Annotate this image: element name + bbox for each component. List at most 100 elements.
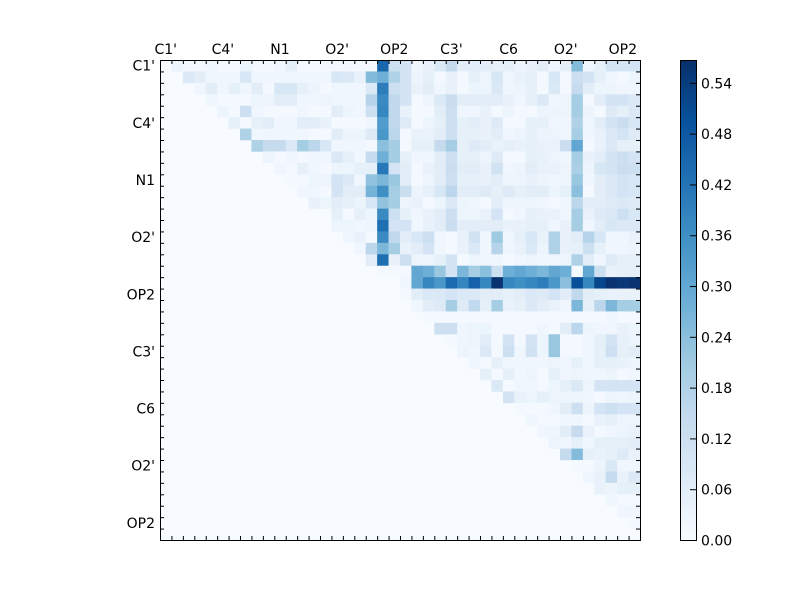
heatmap-cell [342, 197, 355, 209]
heatmap-cell [491, 311, 504, 324]
heatmap-cell [422, 265, 435, 278]
heatmap-cell [525, 105, 538, 118]
heatmap-cell [468, 345, 481, 358]
heatmap-cell [605, 231, 618, 244]
heatmap-cell [457, 345, 469, 358]
heatmap-cell [491, 94, 504, 107]
heatmap-cell [617, 162, 629, 175]
heatmap-cell [594, 414, 607, 427]
heatmap-cell [605, 265, 618, 278]
heatmap-cell [491, 208, 504, 221]
heatmap-cell [457, 94, 469, 107]
heatmap-cell [617, 197, 629, 209]
heatmap-cell [377, 254, 389, 267]
heatmap-cell [548, 288, 561, 301]
heatmap-cell [594, 482, 607, 495]
heatmap-cell [514, 208, 527, 221]
y-tick-label: C6 [136, 402, 155, 418]
heatmap-cell [525, 140, 538, 152]
heatmap-cell [571, 437, 584, 449]
heatmap-cell [502, 197, 515, 209]
heatmap-cell [571, 368, 584, 381]
heatmap-cell [422, 220, 435, 232]
heatmap-cell [548, 220, 561, 232]
heatmap-cell [605, 460, 618, 472]
heatmap-cell [285, 71, 298, 84]
heatmap-cell [457, 277, 469, 289]
heatmap-cell [297, 174, 309, 187]
heatmap-cell [571, 94, 584, 107]
heatmap-cell [480, 128, 492, 141]
heatmap-cell [422, 231, 435, 244]
heatmap-cell [582, 82, 595, 95]
heatmap-cell [582, 391, 595, 404]
heatmap-cell [514, 71, 527, 84]
heatmap-cell [468, 197, 481, 209]
heatmap-cell [514, 242, 527, 255]
heatmap-cell [228, 82, 241, 95]
heatmap-cell [251, 128, 264, 141]
heatmap-cell [502, 265, 515, 278]
heatmap-cell [422, 162, 435, 175]
heatmap-cell [617, 471, 629, 484]
heatmap-cell [445, 288, 458, 301]
heatmap-cell [514, 265, 527, 278]
heatmap-cell [388, 208, 401, 221]
heatmap-cell [400, 220, 412, 232]
heatmap-cell [617, 391, 629, 404]
heatmap-cell [388, 151, 401, 164]
heatmap-cell [297, 151, 309, 164]
heatmap-cell [365, 117, 378, 129]
heatmap-cell [217, 60, 229, 72]
heatmap-cell [617, 437, 629, 449]
heatmap-cell [537, 117, 549, 129]
heatmap-cell [628, 300, 641, 312]
heatmap-cell [388, 60, 401, 72]
heatmap-cell [400, 208, 412, 221]
heatmap-cell [422, 197, 435, 209]
heatmap-cell [594, 105, 607, 118]
heatmap-cell [594, 288, 607, 301]
heatmap-cell [582, 357, 595, 369]
heatmap-cell [331, 128, 344, 141]
heatmap-cell [514, 140, 527, 152]
heatmap-cell [548, 82, 561, 95]
colorbar [680, 60, 697, 541]
heatmap-cell [457, 140, 469, 152]
heatmap-cell [571, 242, 584, 255]
heatmap-cell [388, 71, 401, 84]
heatmap-cell [537, 220, 549, 232]
heatmap-cell [605, 174, 618, 187]
heatmap-cell [582, 425, 595, 438]
heatmap-cell [582, 368, 595, 381]
heatmap-cell [537, 334, 549, 347]
heatmap-cell [525, 391, 538, 404]
heatmap-cell [434, 94, 447, 107]
heatmap-cell [502, 288, 515, 301]
heatmap-cell [205, 82, 218, 95]
heatmap-cell [342, 208, 355, 221]
heatmap-cell [377, 60, 389, 72]
heatmap-cell [400, 242, 412, 255]
heatmap-cell [560, 208, 572, 221]
heatmap-cell [411, 162, 424, 175]
heatmap-cell [320, 117, 332, 129]
heatmap-cell [594, 220, 607, 232]
heatmap-cell [434, 140, 447, 152]
heatmap-cell [594, 140, 607, 152]
heatmap-cell [560, 322, 572, 335]
heatmap-cell [594, 460, 607, 472]
heatmap-cell [217, 82, 229, 95]
heatmap-cell [342, 105, 355, 118]
heatmap-cell [582, 460, 595, 472]
heatmap-cell [445, 94, 458, 107]
heatmap-cell [308, 71, 321, 84]
heatmap-cell [320, 82, 332, 95]
heatmap-cell [571, 345, 584, 358]
heatmap-cell [582, 414, 595, 427]
heatmap-cell [308, 105, 321, 118]
heatmap-cell [320, 197, 332, 209]
heatmap-cell [617, 254, 629, 267]
heatmap-cell [525, 311, 538, 324]
heatmap-cell [457, 208, 469, 221]
